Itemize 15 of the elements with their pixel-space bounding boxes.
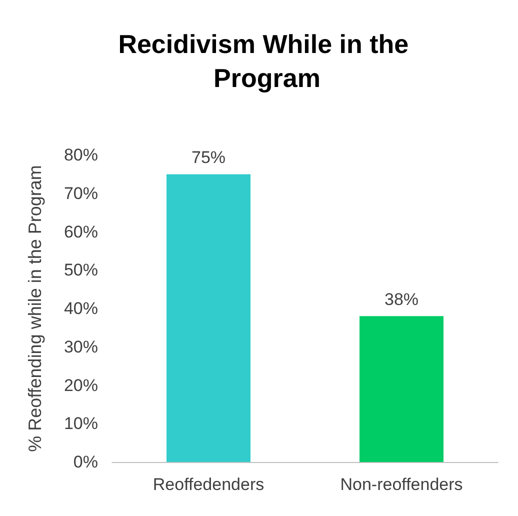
data-label: 75%: [191, 148, 226, 168]
y-tick-label: 50%: [64, 260, 98, 280]
data-label: 38%: [384, 290, 419, 310]
y-tick-label: 80%: [64, 146, 98, 164]
y-tick-label: 0%: [73, 452, 98, 472]
chart-title: Recidivism While in the Program: [118, 29, 416, 93]
y-tick-label: 10%: [64, 414, 98, 434]
y-tick-label: 70%: [64, 184, 98, 203]
y-tick-label: 60%: [64, 222, 98, 242]
y-tick-label: 30%: [64, 337, 98, 356]
x-tick-label: Reoffedenders: [152, 475, 264, 494]
y-axis-title: % Reoffending while in the Program: [25, 165, 45, 452]
y-tick-label: 40%: [64, 299, 98, 318]
y-tick-label: 20%: [64, 376, 98, 395]
x-tick-label: Non-reoffenders: [340, 475, 463, 494]
